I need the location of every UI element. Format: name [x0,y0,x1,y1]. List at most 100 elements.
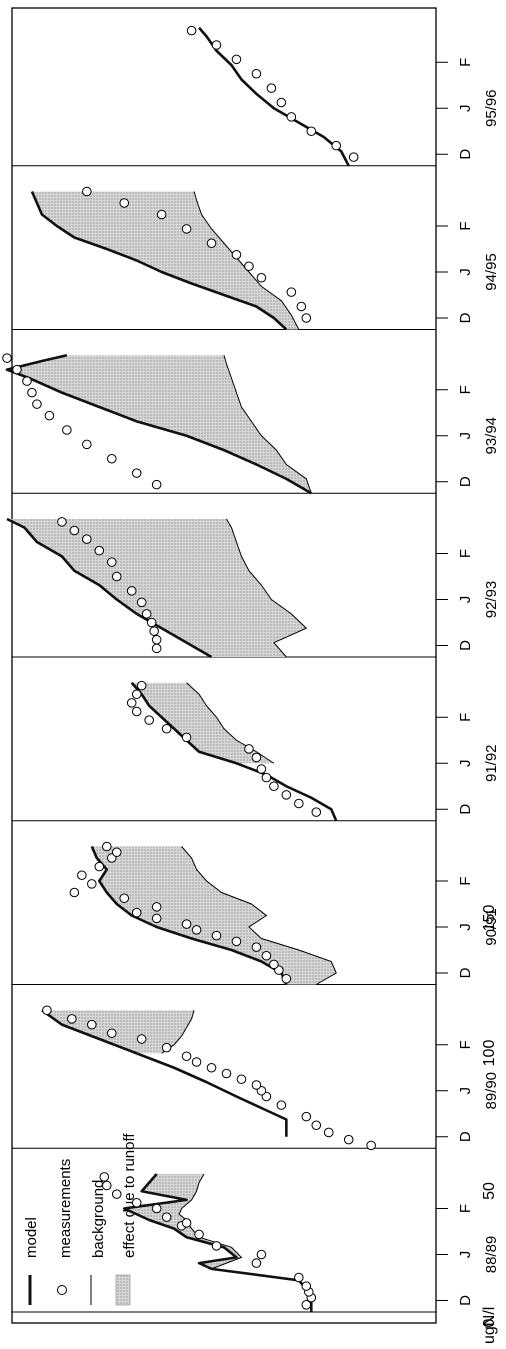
seasons-layer: D J F 88/89 D J F 89/90 D J F 90/91 D J F 91/92 D J F 92/93… [2,25,500,1313]
model-line [122,1173,313,1312]
measurement-point [82,186,92,197]
measurement-point [231,54,242,65]
month-tick-label: D [457,640,474,651]
season-label: 88/89 [483,1236,500,1274]
measurement-point [151,643,162,654]
x-axis-ticks [436,61,448,1301]
measurement-point [181,919,192,929]
legend-runoff-swatch [115,1274,131,1306]
measurement-point [32,399,42,409]
measurement-point [251,942,262,952]
measurement-point [301,313,312,323]
measurement-point [181,224,192,234]
runoff-area [31,191,299,330]
background-line [223,355,312,494]
measurement-point [111,1189,122,1199]
measurement-point [131,907,142,918]
measurement-point [251,1080,262,1090]
measurement-point [231,936,242,947]
y-tick-50: 50 [481,1182,498,1200]
measurement-point [101,841,112,852]
measurement-point [12,364,22,375]
runoff-area [7,355,312,494]
model-line [198,26,350,167]
season-label: 95/96 [483,89,500,127]
month-tick-label: J [457,760,474,768]
model-line [90,845,288,986]
measurement-point [69,525,80,536]
measurement-point [126,698,137,708]
month-tick-label: J [457,268,474,276]
month-tick-label: F [457,385,474,394]
season-label: 94/95 [483,253,500,291]
measurement-point [94,861,105,872]
measurement-point [136,680,147,691]
measurement-point [256,272,267,283]
measurement-point [206,238,217,249]
measurement-point [62,425,72,435]
measurement-point [221,1068,232,1079]
measurement-point [111,847,122,858]
y-tick-150: 150 [481,905,498,932]
measurement-point [99,1172,110,1182]
background-line [161,1010,195,1054]
measurement-point [244,744,254,754]
measurement-point [296,301,307,312]
measurement-point [82,534,92,544]
season-93-94: D J F 93/94 [2,353,500,495]
measurement-point [301,1281,312,1291]
measurement-point [286,112,297,122]
runoff-area [131,682,274,764]
measurement-point [186,25,197,36]
measurement-point [181,1218,192,1228]
background-line [226,518,308,658]
measurement-point [261,950,272,961]
measurement-point [256,764,267,774]
measurement-point [311,1120,322,1131]
month-tick-label: F [457,1040,474,1049]
y-tick-0: 0 [481,1318,498,1327]
model-line [6,517,213,659]
measurement-point [131,706,142,717]
measurement-point [161,723,172,734]
season-label: 89/90 [483,1072,500,1110]
background-line [178,1173,243,1270]
measurement-point [266,83,277,93]
measurement-point [141,609,152,619]
measurement-point [42,1005,52,1016]
legend-background-label: background [90,1180,107,1258]
month-tick-label: D [457,476,474,487]
model-line [130,681,338,822]
measurement-point [126,586,137,596]
measurement-point [106,1028,117,1039]
measurement-point [211,1241,222,1251]
measurement-point [191,1057,202,1067]
month-tick-label: D [457,804,474,815]
measurement-point [244,261,254,272]
legend-runoff-label: effect due to runoff [121,1133,138,1258]
measurement-point [151,634,162,645]
month-tick-label: F [457,876,474,885]
measurement-point [101,1180,112,1191]
measurement-point [276,1100,287,1110]
runoff-area [7,519,307,657]
measurement-point [348,152,359,162]
measurement-point [323,1127,334,1138]
month-tick-label: D [457,1295,474,1306]
measurement-point [231,249,242,260]
season-95-96: D J F 95/96 [12,25,500,167]
measurement-point [67,1014,77,1024]
measurement-point [211,40,222,50]
y-axis-label: ugN/l [481,1307,498,1344]
month-tick-label: J [457,432,474,440]
month-tick-label: J [457,1251,474,1259]
measurement-point [261,772,272,783]
legend: model measurements background effect due… [23,1133,138,1306]
measurement-point [87,1019,97,1030]
measurement-point [131,1197,142,1208]
background-line [181,846,337,985]
measurement-point [151,479,162,490]
month-tick-label: D [457,1131,474,1142]
measurement-point [22,376,32,386]
